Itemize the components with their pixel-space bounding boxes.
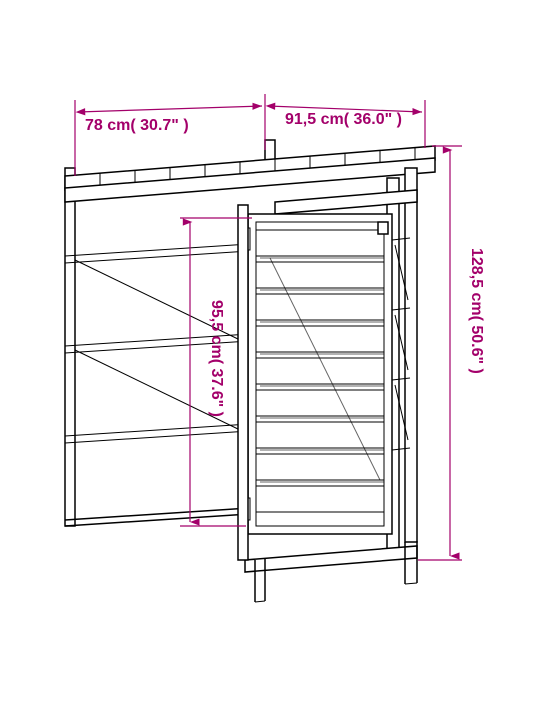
label-width-right: 91,5 cm( 36.0" ) [285, 111, 402, 128]
dimension-diagram: 78 cm( 30.7" ) 91,5 cm( 36.0" ) 95,5 cm(… [0, 0, 540, 720]
door-panel [244, 214, 392, 534]
furniture-structure [65, 140, 435, 602]
label-height-inner: 95,5 cm( 37.6" ) [208, 300, 225, 417]
label-width-left: 78 cm( 30.7" ) [85, 117, 189, 134]
label-height-outer: 128,5 cm( 50.6" ) [468, 248, 485, 374]
